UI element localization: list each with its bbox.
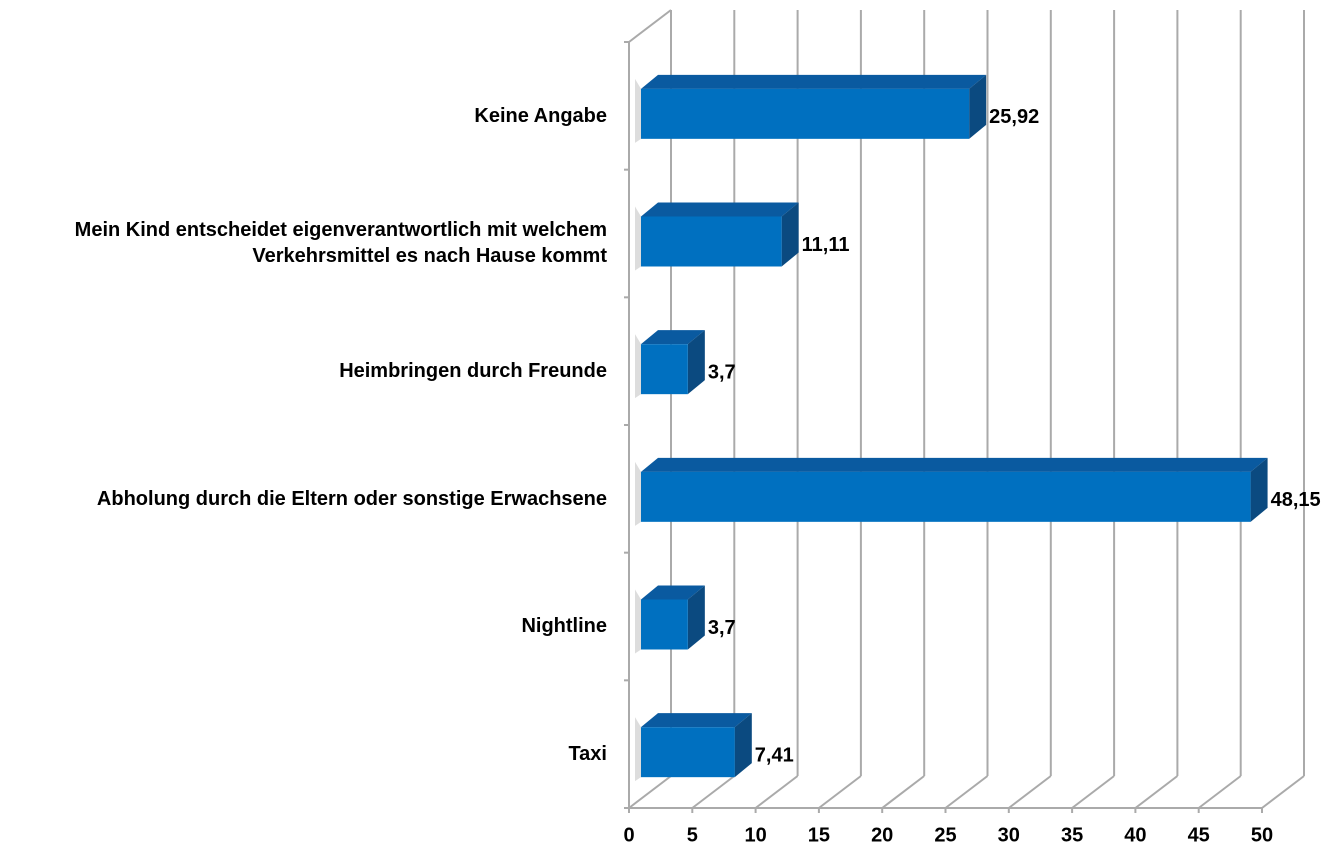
category-label: Abholung durch die Eltern oder sonstige … [96,487,607,510]
bar [641,471,1251,522]
floor-line [1071,775,1115,809]
category-label: Taxi [568,743,607,766]
x-tick-label: 0 [623,824,634,846]
floor-line [944,775,989,809]
floor-line [691,775,735,809]
category-label: Mein Kind entscheidet eigenverantwortlic… [74,219,607,268]
bar-top [641,457,1268,472]
bar [641,216,782,267]
x-tick-label: 25 [934,824,956,846]
value-label: 11,11 [802,234,850,256]
bar-shadow [635,589,641,654]
bar-shadow [635,206,641,271]
category-label: Heimbringen durch Freunde [339,360,607,383]
floor-line [754,775,799,809]
x-tick-label: 20 [871,824,893,846]
bar [641,599,688,650]
x-tick-label: 30 [998,824,1020,846]
bar-shadow [635,461,641,526]
floor-line [1198,775,1242,809]
floor-line [881,775,925,809]
bar-side [687,585,705,650]
category-label: Nightline [521,615,607,638]
bar-shadow [635,717,641,782]
bar-side [687,330,705,395]
bar-side [1250,457,1268,522]
value-label: 25,92 [989,106,1039,128]
bar-top [641,330,705,345]
x-tick-label: 5 [687,824,698,846]
x-tick-label: 45 [1188,824,1210,846]
bar-top [641,74,987,89]
bar-top [641,585,705,600]
bar-top [641,202,799,217]
floor-line [1134,775,1179,809]
left-wall-top [628,9,672,43]
bar [641,88,970,139]
bar-side [781,202,799,267]
floor-line [1008,775,1052,809]
category-label: Keine Angabe [474,104,607,127]
bar-top [641,713,752,728]
bar-shadow [635,78,641,143]
bar-shadow [635,334,641,399]
x-tick-label: 10 [744,824,766,846]
value-label: 3,7 [708,361,736,383]
x-tick-label: 40 [1124,824,1146,846]
floor-line [628,775,672,809]
floor-line [818,775,862,809]
x-tick-label: 15 [808,824,830,846]
value-label: 7,41 [755,744,794,766]
bar-side [734,713,752,778]
x-tick-label: 50 [1251,824,1273,846]
value-label: 48,15 [1271,489,1321,511]
bar [641,344,688,395]
floor-line [1261,775,1305,809]
bar [641,727,735,778]
x-tick-label: 35 [1061,824,1083,846]
value-label: 3,7 [708,617,736,639]
bar-side [969,74,987,139]
